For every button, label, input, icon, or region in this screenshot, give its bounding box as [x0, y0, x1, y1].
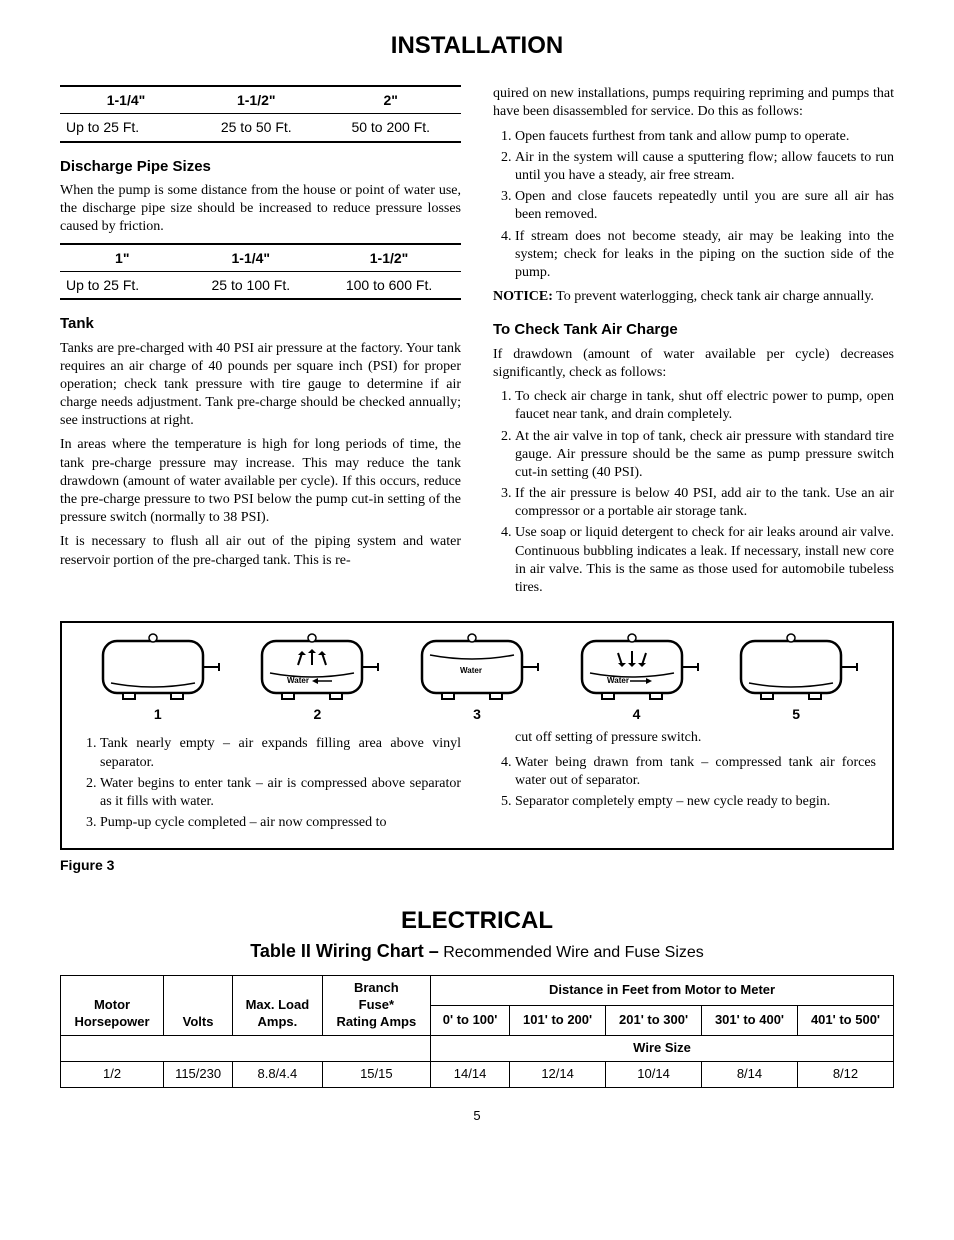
w-r1c5: 14/14	[431, 1062, 510, 1088]
motor-l1: Motor	[94, 997, 130, 1012]
t1-c2: 25 to 50 Ft.	[192, 114, 320, 142]
w-r1c4: 15/15	[322, 1062, 430, 1088]
branch-l2: Fuse*	[359, 997, 394, 1012]
svg-text:Water: Water	[287, 676, 309, 685]
tank-num-5: 5	[716, 705, 876, 723]
t2-h1: 1"	[60, 244, 185, 272]
tank-num-2: 2	[238, 705, 398, 723]
tank-diagram-3: Water 3	[397, 633, 557, 723]
maxload-l1: Max. Load	[246, 997, 310, 1012]
tank-diagram-4: Water 4	[557, 633, 717, 723]
tank-diagram-1: 1	[78, 633, 238, 723]
pipe-size-table-1: 1-1/4" 1-1/2" 2" Up to 25 Ft. 25 to 50 F…	[60, 85, 461, 142]
motor-l2: Horsepower	[74, 1014, 149, 1029]
page-number: 5	[60, 1108, 894, 1125]
t2-c2: 25 to 100 Ft.	[185, 271, 318, 299]
ol1-4: If stream does not become steady, air ma…	[515, 228, 894, 283]
electrical-title: ELECTRICAL	[60, 905, 894, 936]
t2-h3: 1-1/2"	[317, 244, 461, 272]
fig-li-5: Separator completely empty – new cycle r…	[515, 793, 876, 811]
w-r1c6: 12/14	[510, 1062, 606, 1088]
right-column: quired on new installations, pumps requi…	[493, 79, 894, 603]
tank-num-4: 4	[557, 705, 717, 723]
w-r1c7: 10/14	[606, 1062, 702, 1088]
ol1-2: Air in the system will cause a sputterin…	[515, 149, 894, 185]
figure-caption-cols: Tank nearly empty – air expands filling …	[78, 729, 876, 838]
left-column: 1-1/4" 1-1/2" 2" Up to 25 Ft. 25 to 50 F…	[60, 79, 461, 603]
figure-label: Figure 3	[60, 856, 894, 874]
two-column-layout: 1-1/4" 1-1/2" 2" Up to 25 Ft. 25 to 50 F…	[60, 79, 894, 603]
dist-header: Distance in Feet from Motor to Meter	[431, 976, 894, 1006]
fig-li-4: Water being drawn from tank – compressed…	[515, 754, 876, 790]
check-heading: To Check Tank Air Charge	[493, 320, 894, 340]
dist-c4: 301' to 400'	[702, 1006, 798, 1036]
ol2-2: At the air valve in top of tank, check a…	[515, 428, 894, 483]
pipe-size-table-2: 1" 1-1/4" 1-1/2" Up to 25 Ft. 25 to 100 …	[60, 243, 461, 300]
tank-num-3: 3	[397, 705, 557, 723]
tank-p1: Tanks are pre-charged with 40 PSI air pr…	[60, 340, 461, 431]
right-ol2: To check air charge in tank, shut off el…	[515, 388, 894, 597]
dist-c3: 201' to 300'	[606, 1006, 702, 1036]
tank-p2: In areas where the temperature is high f…	[60, 436, 461, 527]
wiring-subtitle: Table II Wiring Chart – Recommended Wire…	[60, 940, 894, 964]
check-para: If drawdown (amount of water available p…	[493, 346, 894, 382]
dist-c1: 0' to 100'	[431, 1006, 510, 1036]
ol2-1: To check air charge in tank, shut off el…	[515, 388, 894, 424]
wiring-subtitle-rest: Recommended Wire and Fuse Sizes	[439, 944, 704, 961]
w-r1c1: 1/2	[61, 1062, 164, 1088]
t2-c3: 100 to 600 Ft.	[317, 271, 461, 299]
svg-text:Water: Water	[460, 666, 482, 675]
page-title-installation: INSTALLATION	[60, 30, 894, 61]
right-cont: quired on new installations, pumps requi…	[493, 85, 894, 121]
dist-c5: 401' to 500'	[797, 1006, 893, 1036]
notice: NOTICE: To prevent waterlogging, check t…	[493, 288, 894, 306]
discharge-heading: Discharge Pipe Sizes	[60, 157, 461, 177]
notice-text: To prevent waterlogging, check tank air …	[553, 289, 874, 304]
w-r1c3: 8.8/4.4	[233, 1062, 323, 1088]
fig-cont: cut off setting of pressure switch.	[515, 729, 876, 747]
ol1-3: Open and close faucets repeatedly until …	[515, 188, 894, 224]
tank-heading: Tank	[60, 314, 461, 334]
t1-h3: 2"	[320, 86, 461, 114]
ol1-1: Open faucets furthest from tank and allo…	[515, 128, 894, 146]
w-r1c2: 115/230	[164, 1062, 233, 1088]
fig-li-2: Water begins to enter tank – air is comp…	[100, 775, 461, 811]
t1-h1: 1-1/4"	[60, 86, 192, 114]
tanks-row: 1 Water 2	[78, 633, 876, 723]
w-r1c8: 8/14	[702, 1062, 798, 1088]
t1-c1: Up to 25 Ft.	[60, 114, 192, 142]
t2-h2: 1-1/4"	[185, 244, 318, 272]
tank-diagram-2: Water 2	[238, 633, 398, 723]
w-r1c9: 8/12	[797, 1062, 893, 1088]
t1-c3: 50 to 200 Ft.	[320, 114, 461, 142]
volts-h: Volts	[164, 976, 233, 1036]
branch-l1: Branch	[354, 980, 399, 995]
tank-diagram-5: 5	[716, 633, 876, 723]
right-ol1: Open faucets furthest from tank and allo…	[515, 128, 894, 283]
fig-li-1: Tank nearly empty – air expands filling …	[100, 735, 461, 771]
ol2-4: Use soap or liquid detergent to check fo…	[515, 524, 894, 597]
discharge-para: When the pump is some distance from the …	[60, 182, 461, 237]
notice-label: NOTICE:	[493, 289, 553, 304]
figure-box: 1 Water 2	[60, 621, 894, 850]
fig-li-3: Pump-up cycle completed – air now compre…	[100, 814, 461, 832]
t2-c1: Up to 25 Ft.	[60, 271, 185, 299]
t1-h2: 1-1/2"	[192, 86, 320, 114]
dist-c2: 101' to 200'	[510, 1006, 606, 1036]
tank-p3: It is necessary to flush all air out of …	[60, 533, 461, 569]
tank-num-1: 1	[78, 705, 238, 723]
svg-text:Water: Water	[607, 676, 629, 685]
wiring-chart-table: Motor Horsepower Volts Max. Load Amps. Bra…	[60, 975, 894, 1087]
wire-size-h: Wire Size	[431, 1036, 894, 1062]
fig-ol-right: Water being drawn from tank – compressed…	[515, 754, 876, 812]
maxload-l2: Amps.	[258, 1014, 298, 1029]
ol2-3: If the air pressure is below 40 PSI, add…	[515, 485, 894, 521]
fig-ol-left: Tank nearly empty – air expands filling …	[100, 735, 461, 832]
branch-l3: Rating Amps	[336, 1014, 416, 1029]
wiring-subtitle-bold: Table II Wiring Chart –	[250, 941, 439, 961]
